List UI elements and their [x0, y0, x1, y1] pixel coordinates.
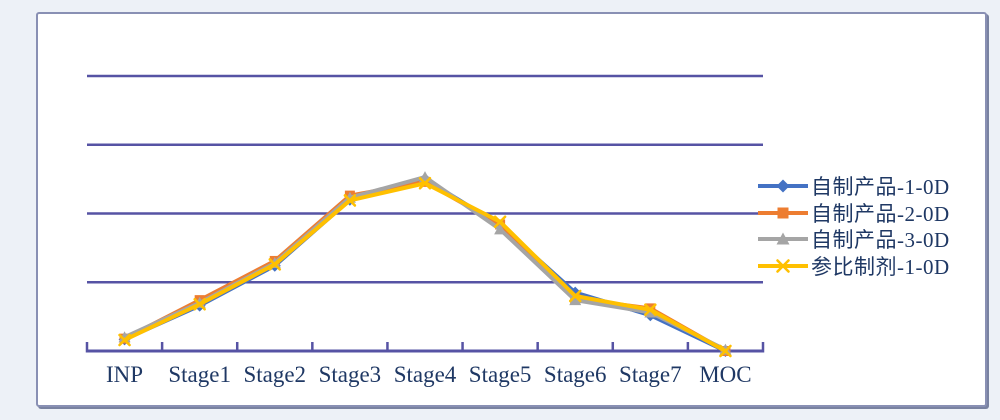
x-axis-labels: INP Stage1 Stage2 Stage3 Stage4 Stage5 Stage6 S… — [0, 362, 1000, 396]
legend-swatch — [758, 259, 808, 273]
chart-legend: 自制产品-1-0D 自制产品-2-0D 自制产品-3-0D 参比制剂-1-0D — [757, 173, 950, 279]
diamond-marker-icon — [776, 179, 790, 193]
x-axis-label: Stage4 — [393, 362, 457, 387]
legend-item: 自制产品-2-0D — [757, 200, 950, 227]
x-marker-icon — [776, 259, 790, 273]
triangle-marker-icon — [776, 232, 790, 245]
legend-item: 自制产品-3-0D — [757, 226, 950, 253]
legend-swatch — [758, 179, 808, 193]
legend-label: 自制产品-2-0D — [811, 201, 950, 226]
legend-label: 自制产品-3-0D — [811, 228, 950, 253]
legend-item: 自制产品-1-0D — [757, 173, 950, 200]
x-axis-label: INP — [106, 362, 144, 387]
x-axis-label: Stage7 — [619, 362, 682, 387]
x-axis-label: Stage3 — [318, 362, 382, 387]
x-axis-label: Stage1 — [168, 362, 231, 387]
x-axis-label: MOC — [699, 362, 752, 387]
legend-swatch — [758, 207, 808, 219]
x-axis-label: Stage6 — [543, 362, 607, 387]
x-axis-label: Stage5 — [468, 362, 532, 387]
square-marker-icon — [777, 207, 789, 219]
x-axis-label: Stage2 — [243, 362, 307, 387]
legend-label: 自制产品-1-0D — [811, 175, 950, 200]
legend-label: 参比制剂-1-0D — [811, 255, 950, 280]
legend-swatch — [758, 232, 808, 245]
legend-item: 参比制剂-1-0D — [757, 253, 950, 280]
